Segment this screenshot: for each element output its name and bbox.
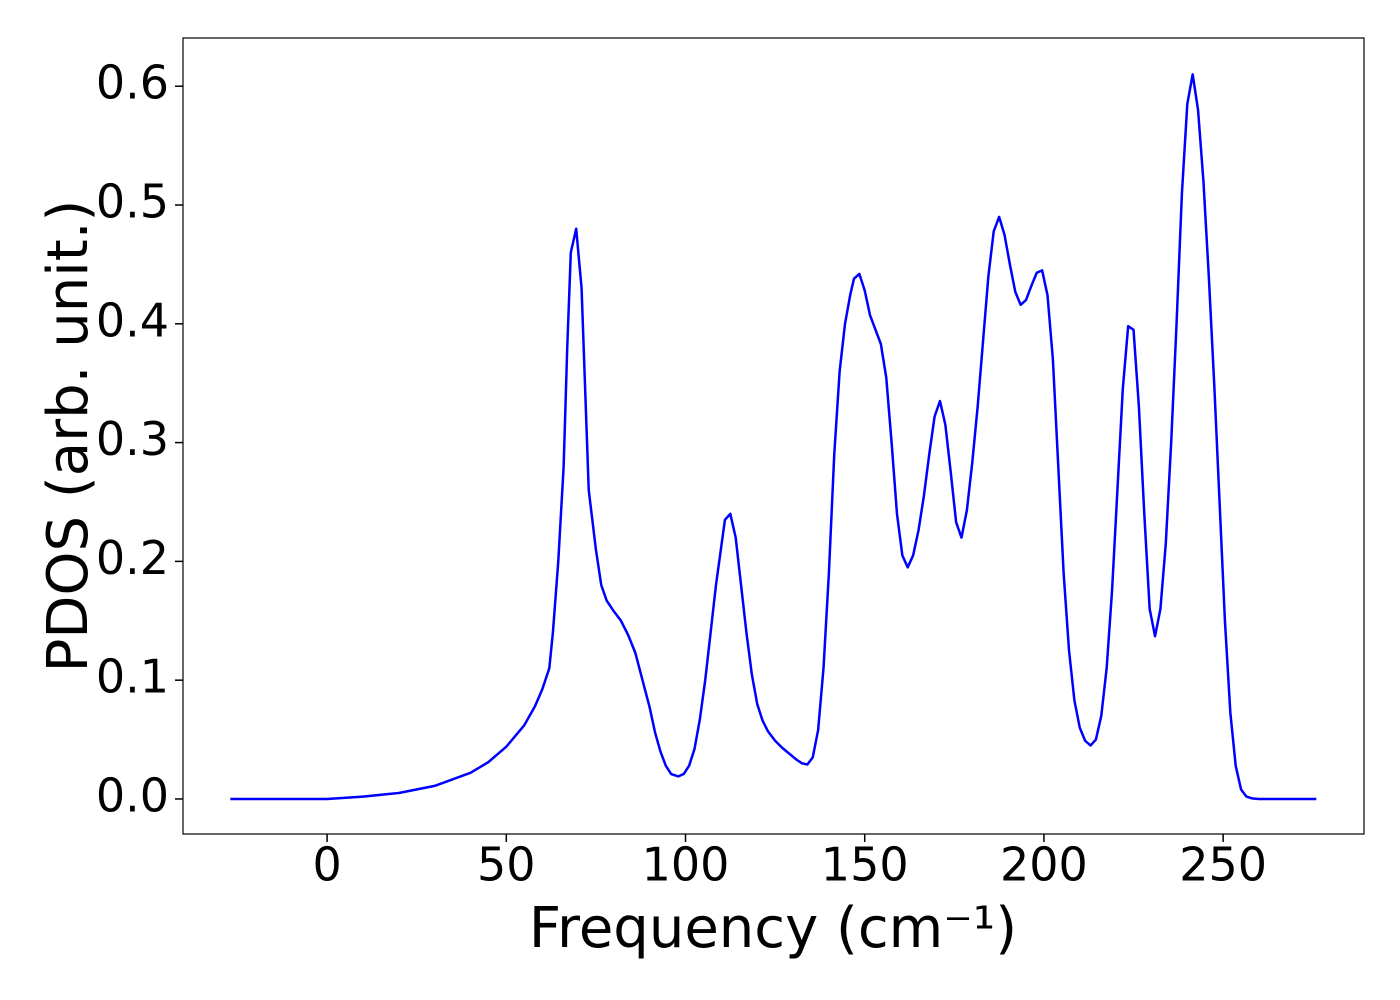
y-tick-label: 0.0: [96, 768, 169, 822]
x-axis-label: Frequency (cm⁻¹): [529, 896, 1017, 961]
y-tick-label: 0.3: [96, 412, 169, 466]
x-tick-label: 150: [821, 838, 909, 892]
y-tick-label: 0.6: [96, 56, 169, 110]
x-tick-label: 100: [642, 838, 730, 892]
y-tick-label: 0.2: [96, 531, 169, 585]
pdos-line: [230, 73, 1317, 801]
x-tick-label: 200: [1000, 838, 1088, 892]
x-tick-label: 50: [477, 838, 536, 892]
y-tick-label: 0.1: [96, 650, 169, 704]
plot-frame: [182, 37, 1365, 835]
y-tick-label: 0.5: [96, 175, 169, 229]
y-axis-label: PDOS (arb. unit.): [36, 200, 101, 673]
y-tick-label: 0.4: [96, 293, 169, 347]
x-tick-label: 250: [1179, 838, 1267, 892]
x-tick-label: 0: [312, 838, 341, 892]
